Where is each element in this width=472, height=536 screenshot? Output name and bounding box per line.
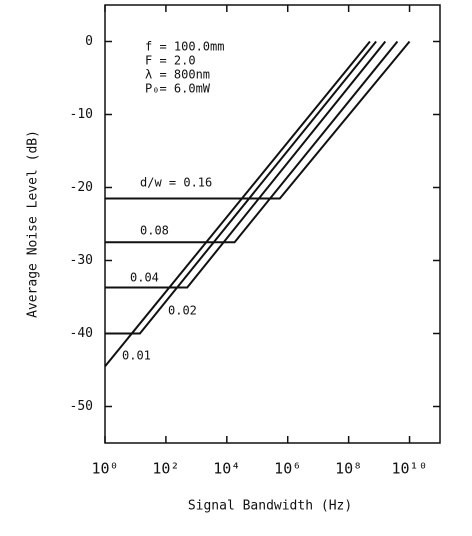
series-line: [105, 40, 387, 289]
x-axis-label: Signal Bandwidth (Hz): [188, 499, 352, 514]
x-tick-label: 10²: [152, 460, 179, 478]
y-tick-label: 0: [85, 34, 93, 49]
annotation: P₀= 6.0mW: [145, 82, 211, 96]
y-tick-label: -20: [70, 180, 93, 195]
series-line: [104, 40, 371, 367]
x-tick-label: 10⁶: [274, 460, 301, 478]
annotation: F = 2.0: [145, 54, 196, 68]
plot-frame: [104, 4, 441, 444]
y-tick-label: -10: [70, 107, 93, 122]
annotation: f = 100.0mm: [145, 40, 224, 54]
y-tick-label: -30: [70, 253, 93, 268]
series-label: 0.04: [130, 271, 159, 285]
series-line: [105, 40, 399, 244]
series-label: d/w = 0.16: [140, 176, 212, 190]
series-line: [105, 40, 411, 200]
series-label: 0.08: [140, 224, 169, 238]
x-tick-label: 10⁸: [335, 460, 362, 478]
annotation: λ = 800nm: [145, 68, 210, 82]
y-tick-label: -40: [70, 326, 93, 341]
series-label: 0.01: [122, 349, 151, 363]
y-tick-label: -50: [70, 399, 93, 414]
x-tick-label: 10⁴: [213, 460, 240, 478]
series-label: 0.02: [168, 304, 197, 318]
y-axis-label: Average Noise Level (dB): [26, 130, 41, 318]
x-tick-label: 10¹⁰: [391, 460, 427, 478]
series-line: [105, 40, 377, 335]
x-tick-label: 10⁰: [91, 460, 118, 478]
